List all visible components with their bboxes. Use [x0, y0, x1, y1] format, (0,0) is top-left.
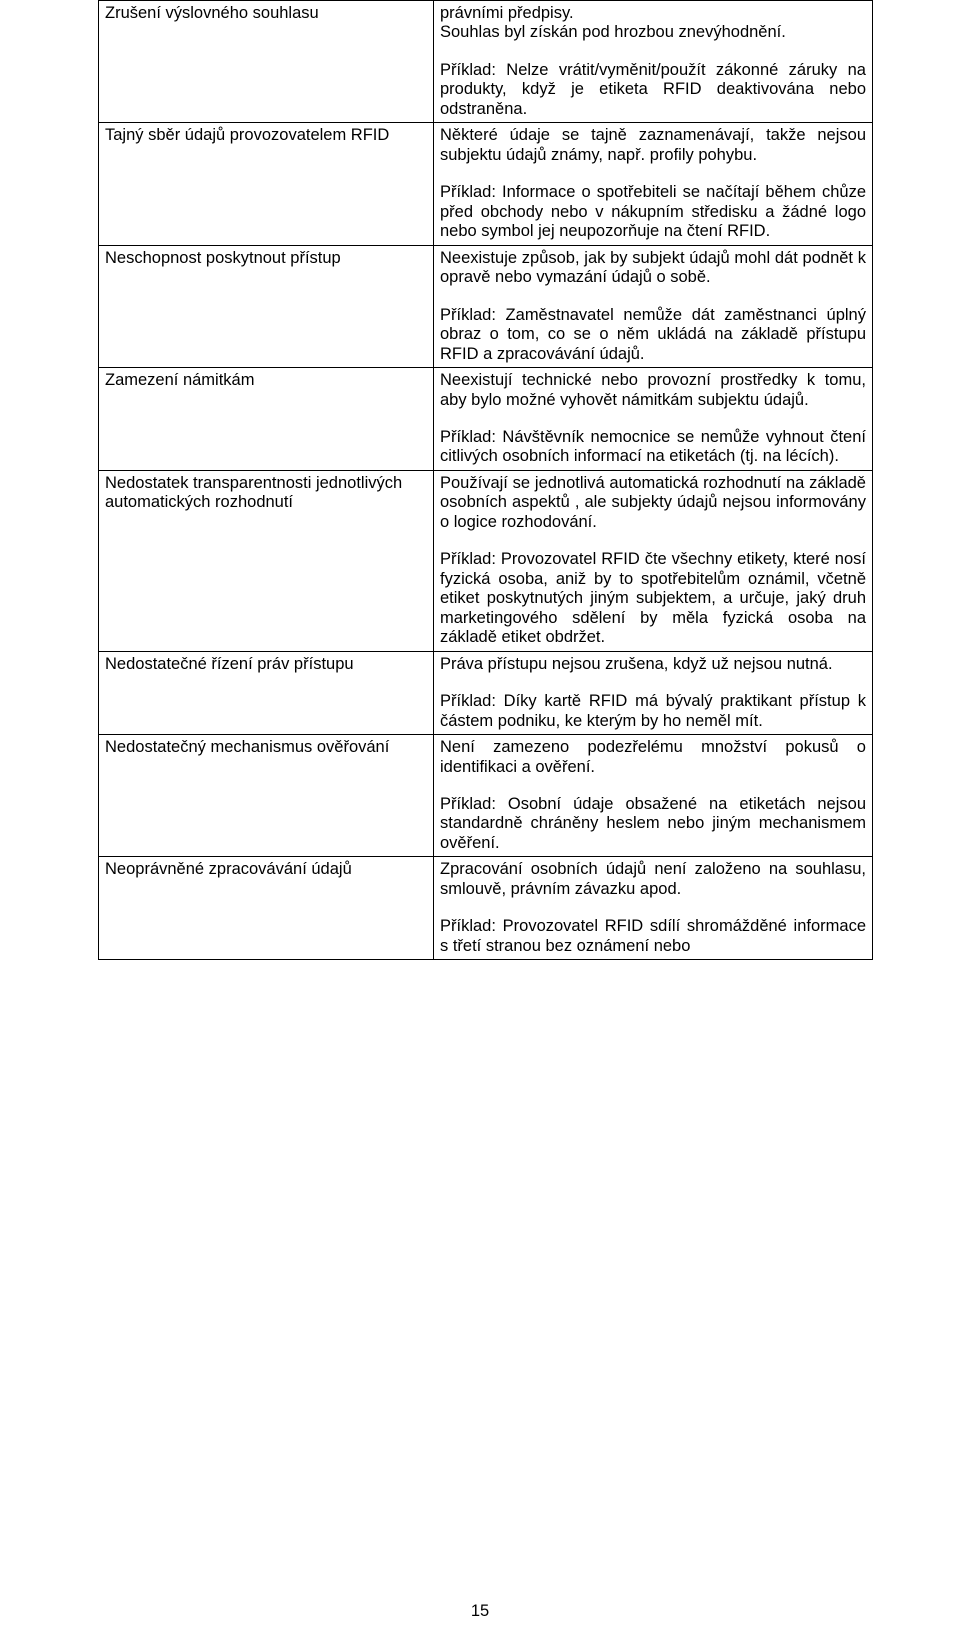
table-cell: Neschopnost poskytnout přístup [99, 245, 434, 367]
paragraph-gap [440, 288, 866, 306]
table-cell: Zamezení námitkám [99, 368, 434, 471]
cell-paragraph: Příklad: Zaměstnavatel nemůže dát zaměst… [440, 306, 866, 364]
table-cell: Používají se jednotlivá automatická rozh… [434, 470, 873, 651]
cell-paragraph: Zamezení námitkám [105, 371, 427, 390]
table-cell: Práva přístupu nejsou zrušena, když už n… [434, 651, 873, 734]
cell-paragraph: Práva přístupu nejsou zrušena, když už n… [440, 655, 866, 674]
table-row: Nedostatečné řízení práv přístupu Práva p… [99, 651, 873, 734]
paragraph-gap [440, 674, 866, 692]
table-cell: Neexistují technické nebo provozní prost… [434, 368, 873, 471]
cell-paragraph: Používají se jednotlivá automatická rozh… [440, 474, 866, 532]
table-cell: Zrušení výslovného souhlasu [99, 1, 434, 123]
cell-paragraph: Neschopnost poskytnout přístup [105, 249, 427, 268]
cell-paragraph: Zrušení výslovného souhlasu [105, 4, 427, 23]
page-number: 15 [0, 1602, 960, 1621]
cell-paragraph: Neoprávněné zpracovávání údajů [105, 860, 427, 879]
document-table: Zrušení výslovného souhlasu právními před… [98, 0, 873, 960]
table-row: Neoprávněné zpracovávání údajů Zpracování… [99, 857, 873, 960]
table-row: Tajný sběr údajů provozovatelem RFID Někt… [99, 123, 873, 245]
cell-paragraph: Nedostatek transparentnosti jednotlivých… [105, 474, 427, 513]
table-row: Neschopnost poskytnout přístup Neexistuje… [99, 245, 873, 367]
cell-paragraph: Příklad: Nelze vrátit/vyměnit/použít zák… [440, 61, 866, 119]
table-cell: právními předpisy.Souhlas byl získán pod… [434, 1, 873, 123]
cell-paragraph: Neexistuje způsob, jak by subjekt údajů … [440, 249, 866, 288]
cell-paragraph: Některé údaje se tajně zaznamenávají, ta… [440, 126, 866, 165]
cell-paragraph: Nedostatečné řízení práv přístupu [105, 655, 427, 674]
table-row: Zrušení výslovného souhlasu právními před… [99, 1, 873, 123]
cell-paragraph: Souhlas byl získán pod hrozbou znevýhodn… [440, 23, 866, 42]
cell-paragraph: Není zamezeno podezřelému množství pokus… [440, 738, 866, 777]
table-cell: Neoprávněné zpracovávání údajů [99, 857, 434, 960]
table-row: Nedostatečný mechanismus ověřování Není z… [99, 735, 873, 857]
cell-paragraph: Příklad: Informace o spotřebiteli se nač… [440, 183, 866, 241]
cell-paragraph: Tajný sběr údajů provozovatelem RFID [105, 126, 427, 145]
cell-paragraph: Zpracování osobních údajů není založeno … [440, 860, 866, 899]
table-body: Zrušení výslovného souhlasu právními před… [99, 1, 873, 960]
table-row: Nedostatek transparentnosti jednotlivých… [99, 470, 873, 651]
paragraph-gap [440, 43, 866, 61]
cell-paragraph: Příklad: Provozovatel RFID sdílí shromáž… [440, 917, 866, 956]
paragraph-gap [440, 165, 866, 183]
cell-paragraph: právními předpisy. [440, 4, 866, 23]
table-row: Zamezení námitkám Neexistují technické ne… [99, 368, 873, 471]
cell-paragraph: Příklad: Osobní údaje obsažené na etiket… [440, 795, 866, 853]
table-cell: Tajný sběr údajů provozovatelem RFID [99, 123, 434, 245]
paragraph-gap [440, 899, 866, 917]
cell-paragraph: Příklad: Provozovatel RFID čte všechny e… [440, 550, 866, 647]
paragraph-gap [440, 532, 866, 550]
cell-paragraph: Neexistují technické nebo provozní prost… [440, 371, 866, 410]
table-cell: Nedostatečné řízení práv přístupu [99, 651, 434, 734]
table-cell: Nedostatečný mechanismus ověřování [99, 735, 434, 857]
table-cell: Některé údaje se tajně zaznamenávají, ta… [434, 123, 873, 245]
cell-paragraph: Příklad: Návštěvník nemocnice se nemůže … [440, 428, 866, 467]
paragraph-gap [440, 777, 866, 795]
cell-paragraph: Příklad: Díky kartě RFID má bývalý prakt… [440, 692, 866, 731]
page-container: Zrušení výslovného souhlasu právními před… [0, 0, 960, 1651]
table-cell: Nedostatek transparentnosti jednotlivých… [99, 470, 434, 651]
table-cell: Není zamezeno podezřelému množství pokus… [434, 735, 873, 857]
table-cell: Neexistuje způsob, jak by subjekt údajů … [434, 245, 873, 367]
table-cell: Zpracování osobních údajů není založeno … [434, 857, 873, 960]
paragraph-gap [440, 410, 866, 428]
cell-paragraph: Nedostatečný mechanismus ověřování [105, 738, 427, 757]
